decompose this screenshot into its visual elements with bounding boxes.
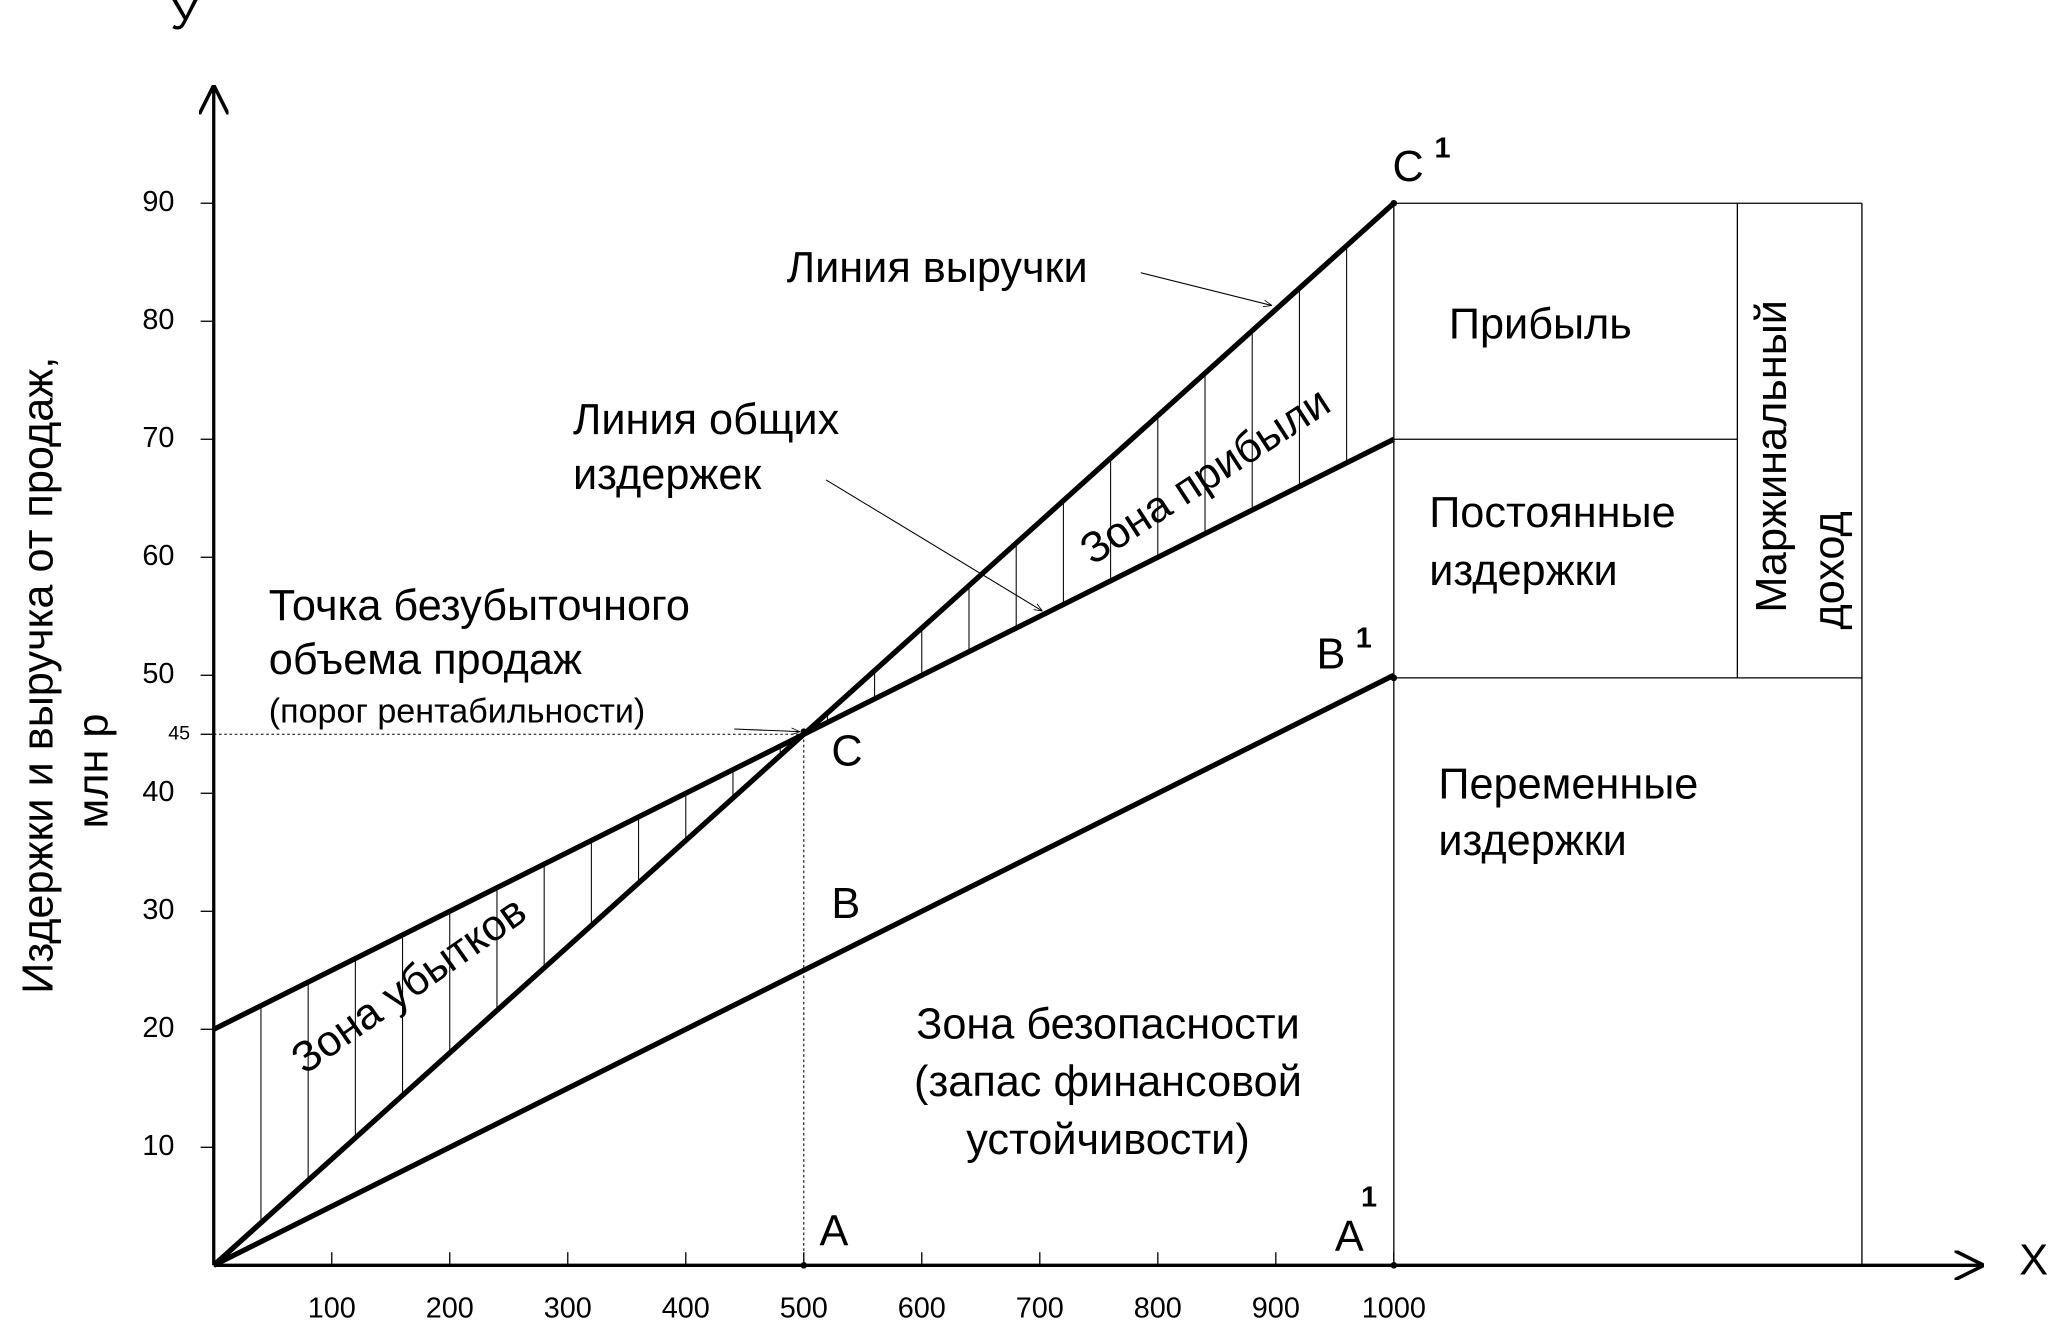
y-axis-label: У — [170, 0, 198, 39]
x-tick-label: 800 — [1134, 1293, 1182, 1323]
y-tick-label: 30 — [142, 894, 174, 926]
x-tick-label: 700 — [1016, 1293, 1064, 1323]
box-label: издержки — [1429, 547, 1617, 595]
box-label: Прибыль — [1449, 300, 1632, 348]
annotation: Линия общих — [573, 396, 840, 444]
box-label: Переменные — [1438, 761, 1698, 809]
x-tick-label: 400 — [662, 1293, 710, 1323]
point-label: C — [1393, 143, 1424, 191]
zone-label: (запас финансовой — [914, 1058, 1302, 1106]
zone-label: устойчивости) — [966, 1116, 1250, 1164]
x-tick-label: 1000 — [1362, 1293, 1426, 1323]
x-tick-label: 200 — [426, 1293, 474, 1323]
box-label: Постоянные — [1429, 489, 1675, 537]
point-label: A — [1335, 1213, 1364, 1261]
point-superscript: 1 — [1434, 132, 1450, 164]
annotation: объема продаж — [269, 636, 582, 684]
zone-label: Зона безопасности — [916, 1000, 1300, 1048]
y-tick-label: 70 — [142, 422, 174, 454]
box-label: доход — [1806, 511, 1854, 629]
point-label: A — [820, 1208, 849, 1256]
y-tick-label: 90 — [142, 186, 174, 218]
box-label: Маржинальный — [1748, 300, 1796, 613]
breakdown-boxes — [1393, 202, 1863, 1266]
series-line — [212, 672, 1395, 1268]
y-axis-title: млн р — [70, 714, 118, 829]
point-superscript: 1 — [1356, 623, 1372, 655]
x-tick-label: 600 — [898, 1293, 946, 1323]
y-tick-label: 40 — [142, 776, 174, 808]
y-axis-title: Издержки и выручка от продаж, — [14, 357, 62, 994]
point-dots — [800, 199, 1398, 1269]
point-label: B — [831, 880, 860, 928]
y-tick-label: 50 — [142, 658, 174, 690]
y-tick-label: 10 — [142, 1130, 174, 1162]
x-tick-label: 100 — [308, 1293, 356, 1323]
x-axis-label: Х — [2019, 1236, 2048, 1284]
annotation-arrows — [734, 272, 1272, 732]
y-tick-label: 80 — [142, 304, 174, 336]
x-tick-label: 900 — [1252, 1293, 1300, 1323]
box-label: издержки — [1438, 817, 1626, 865]
annotation: Точка безубыточного — [269, 582, 690, 630]
point-superscript: 1 — [1361, 1181, 1377, 1213]
x-tick-label: 500 — [780, 1293, 828, 1323]
point-label: B — [1316, 631, 1345, 679]
x-tick-label: 300 — [544, 1293, 592, 1323]
point-label: C — [831, 728, 862, 776]
annotation: Линия выручки — [787, 244, 1088, 292]
annotation: издержек — [573, 451, 762, 499]
y-tick-label: 20 — [142, 1012, 174, 1044]
y-tick-label: 60 — [142, 540, 174, 572]
y-tick-label: 45 — [168, 722, 190, 744]
annotation: (порог рентабильности) — [269, 692, 645, 730]
